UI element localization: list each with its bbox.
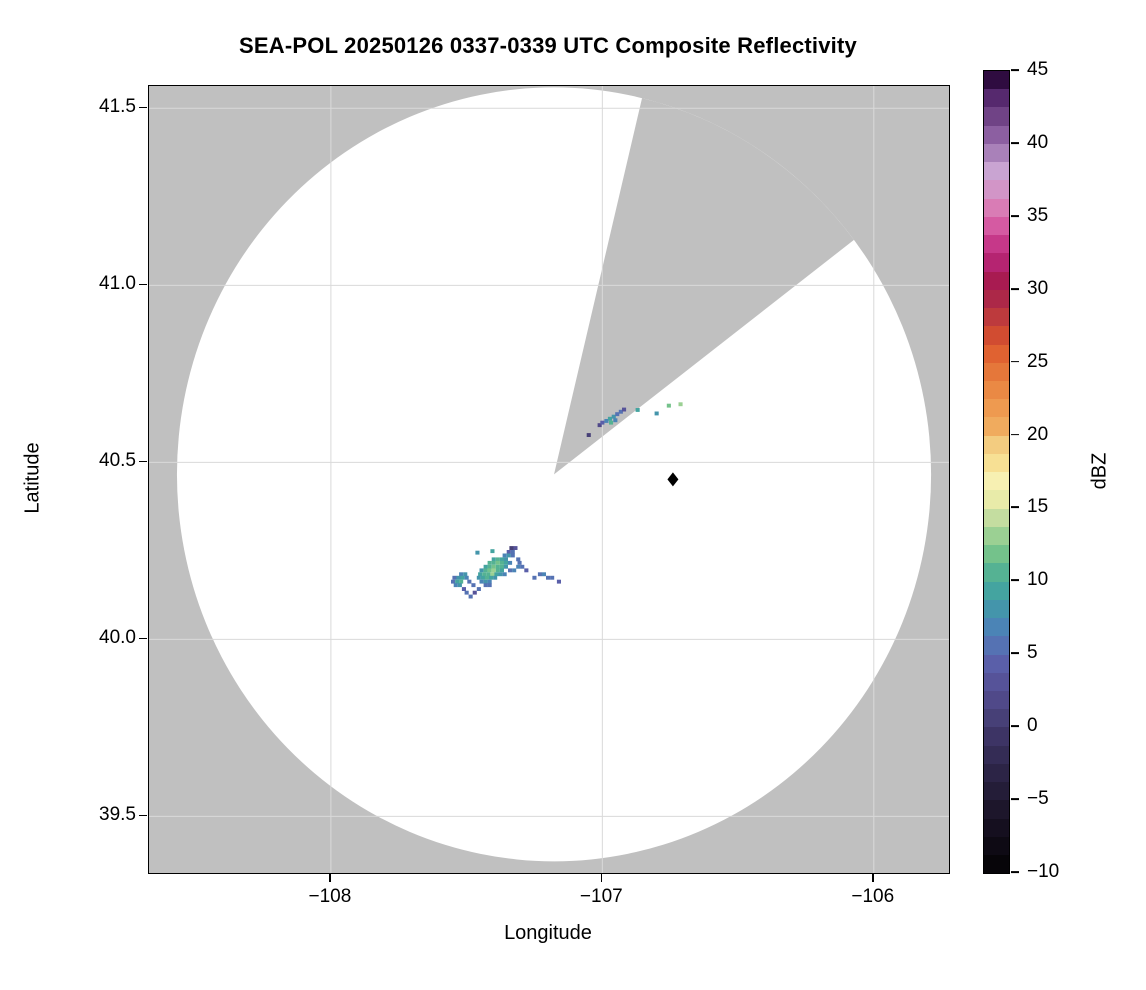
colorbar-tick-mark <box>1011 798 1019 800</box>
colorbar-band <box>984 818 1009 837</box>
colorbar-band <box>984 490 1009 509</box>
colorbar-band <box>984 435 1009 454</box>
colorbar-tick-label: −10 <box>1027 861 1060 882</box>
colorbar-band <box>984 690 1009 710</box>
colorbar-tick-mark <box>1011 725 1019 728</box>
colorbar-band <box>984 453 1009 473</box>
colorbar-band <box>984 216 1009 236</box>
colorbar-band <box>984 745 1009 764</box>
colorbar-band <box>984 672 1009 691</box>
y-tick-mark <box>138 814 147 817</box>
y-tick-label: 40.5 <box>99 450 136 472</box>
colorbar <box>983 70 1010 874</box>
colorbar-tick-label: 0 <box>1027 715 1038 737</box>
y-tick-label: 41.0 <box>99 273 136 295</box>
y-tick-mark <box>138 283 147 286</box>
colorbar-band <box>984 727 1009 746</box>
colorbar-band <box>984 545 1009 564</box>
colorbar-tick-label: 35 <box>1027 204 1049 226</box>
colorbar-tick-mark <box>1011 506 1019 509</box>
y-tick-mark <box>138 637 147 640</box>
colorbar-band <box>984 162 1009 181</box>
colorbar-tick-label: 40 <box>1027 131 1049 153</box>
site-marker-diamond <box>667 472 679 487</box>
y-tick-label: 41.5 <box>99 96 136 118</box>
colorbar-band <box>984 618 1009 637</box>
chart-title: SEA-POL 20250126 0337-0339 UTC Composite… <box>239 33 857 58</box>
colorbar-tick-mark <box>1011 142 1019 144</box>
colorbar-band <box>984 800 1009 819</box>
colorbar-tick-label: 15 <box>1027 496 1049 518</box>
colorbar-band <box>984 836 1009 856</box>
radar-plot-canvas <box>149 86 949 873</box>
colorbar-band <box>984 198 1009 217</box>
colorbar-band <box>984 508 1009 527</box>
colorbar-band <box>984 326 1009 345</box>
colorbar-band <box>984 289 1009 309</box>
y-tick-label: 40.0 <box>99 627 136 649</box>
x-tick-mark <box>600 873 603 882</box>
blocked-sector-wedge <box>554 98 854 475</box>
y-tick-mark <box>138 460 147 463</box>
colorbar-band <box>984 253 1009 272</box>
colorbar-band <box>984 763 1009 783</box>
x-tick-mark <box>872 873 874 882</box>
y-tick-mark <box>138 106 147 109</box>
x-tick-label: −107 <box>579 886 623 907</box>
colorbar-band <box>984 855 1009 874</box>
colorbar-band <box>984 344 1009 363</box>
colorbar-tick-mark <box>1011 433 1019 436</box>
colorbar-band <box>984 581 1009 600</box>
colorbar-tick-mark <box>1011 287 1019 290</box>
colorbar-band <box>984 399 1009 418</box>
reflectivity-cells <box>451 402 683 599</box>
colorbar-tick-mark <box>1011 579 1019 582</box>
y-axis-label: Latitude <box>21 442 44 514</box>
colorbar-band <box>984 143 1009 163</box>
colorbar-tick-label: 10 <box>1027 569 1049 591</box>
colorbar-band <box>984 362 1009 381</box>
x-axis-label: Longitude <box>504 922 592 944</box>
colorbar-tick-mark <box>1011 360 1019 363</box>
colorbar-band <box>984 636 1009 655</box>
colorbar-band <box>984 599 1009 619</box>
colorbar-band <box>984 235 1009 254</box>
colorbar-band <box>984 308 1009 327</box>
colorbar-band <box>984 526 1009 546</box>
colorbar-tick-label: 5 <box>1027 642 1038 664</box>
x-tick-label: −108 <box>308 886 352 907</box>
colorbar-band <box>984 107 1009 126</box>
colorbar-band <box>984 782 1009 801</box>
colorbar-tick-label: 25 <box>1027 350 1049 372</box>
plot-area <box>148 85 950 874</box>
colorbar-band <box>984 417 1009 436</box>
colorbar-tick-mark <box>1011 214 1019 217</box>
gridlines <box>149 86 949 873</box>
colorbar-band <box>984 380 1009 400</box>
colorbar-band <box>984 89 1009 108</box>
colorbar-tick-label: 45 <box>1027 59 1049 80</box>
colorbar-band <box>984 654 1009 673</box>
colorbar-band <box>984 180 1009 199</box>
colorbar-band <box>984 709 1009 728</box>
colorbar-tick-label: 20 <box>1027 423 1049 445</box>
colorbar-tick-mark <box>1011 652 1019 655</box>
colorbar-band <box>984 472 1009 491</box>
colorbar-tick-mark <box>1011 69 1019 71</box>
colorbar-tick-label: 30 <box>1027 277 1049 299</box>
colorbar-band <box>984 125 1009 144</box>
colorbar-tick-mark <box>1011 871 1019 873</box>
x-tick-mark <box>329 873 331 882</box>
x-tick-label: −106 <box>851 886 895 907</box>
colorbar-band <box>984 71 1009 90</box>
colorbar-label: dBZ <box>1088 452 1111 490</box>
colorbar-band <box>984 271 1009 290</box>
colorbar-tick-label: −5 <box>1027 788 1049 810</box>
y-tick-label: 39.5 <box>99 804 136 826</box>
colorbar-band <box>984 563 1009 582</box>
